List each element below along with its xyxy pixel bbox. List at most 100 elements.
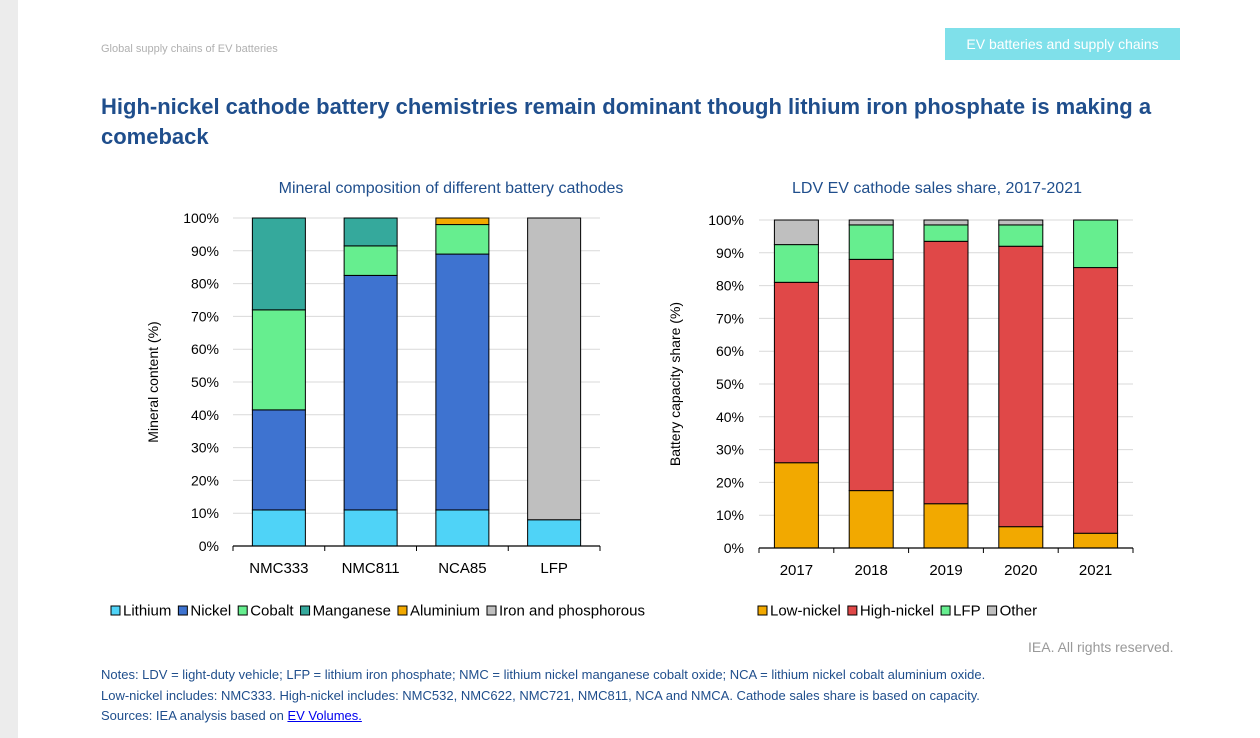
sales-bar-segment [848, 224, 894, 260]
composition-legend-label: Nickel [190, 603, 231, 620]
page-title: High-nickel cathode battery chemistries … [101, 94, 1152, 149]
composition-legend-swatch [486, 605, 497, 616]
sales-chart-title: LDV EV cathode sales share, 2017-2021 [792, 180, 1082, 197]
composition-bar-segment [435, 509, 490, 547]
sales-y-tick-label: 50% [716, 376, 744, 392]
sales-bar-segment [848, 490, 894, 549]
sales-legend-swatch [847, 605, 858, 616]
composition-bar-segment [527, 519, 582, 547]
composition-y-axis-label: Mineral content (%) [145, 321, 161, 442]
chapter-badge[interactable]: EV batteries and supply chains [945, 28, 1180, 60]
composition-y-tick-label: 30% [191, 440, 219, 456]
notes-line-2: Low-nickel includes: NMC333. High-nickel… [101, 687, 980, 703]
sales-legend-label: Low-nickel [770, 603, 841, 620]
composition-bar-segment [435, 217, 490, 226]
sales-x-tick-label: 2017 [780, 562, 813, 579]
sales-bar-segment [773, 281, 819, 464]
composition-legend-swatch [237, 605, 248, 616]
sales-y-axis-label: Battery capacity share (%) [667, 302, 683, 466]
composition-legend-swatch [110, 605, 121, 616]
composition-legend-swatch [177, 605, 188, 616]
composition-x-tick-label: NMC811 [342, 560, 400, 577]
composition-bar-segment [343, 509, 398, 547]
composition-y-tick-label: 10% [191, 505, 219, 521]
sales-y-tick-label: 60% [716, 343, 744, 359]
sales-bar-segment [1073, 219, 1119, 269]
sales-bar-segment [998, 219, 1044, 226]
sales-y-tick-label: 10% [716, 507, 744, 523]
sales-bar-segment [923, 224, 969, 242]
sales-legend-label: High-nickel [860, 603, 934, 620]
composition-legend-label: Manganese [313, 603, 391, 620]
sales-bar-segment [923, 240, 969, 505]
section-label: Global supply chains of EV batteries [101, 43, 278, 55]
sales-y-tick-label: 90% [716, 245, 744, 261]
sales-y-tick-label: 20% [716, 474, 744, 490]
composition-x-tick-label: NCA85 [438, 560, 486, 577]
sales-y-tick-label: 80% [716, 278, 744, 294]
sales-legend-label: Other [1000, 603, 1038, 620]
sales-bar-segment [923, 219, 969, 226]
sales-bar-segment [998, 245, 1044, 528]
composition-y-tick-label: 0% [199, 538, 219, 554]
sales-legend-swatch [987, 605, 998, 616]
composition-bar-segment [251, 509, 306, 547]
ev-volumes-link[interactable]: EV Volumes. [287, 708, 362, 723]
sources-line: Sources: IEA analysis based on EV Volume… [101, 706, 1221, 727]
sales-y-tick-label: 100% [708, 212, 744, 228]
composition-legend-label: Cobalt [250, 603, 294, 620]
composition-bar-segment [343, 245, 398, 276]
sales-x-tick-label: 2020 [1004, 562, 1037, 579]
composition-y-tick-label: 100% [183, 210, 219, 226]
composition-y-tick-label: 70% [191, 308, 219, 324]
copyright-notice: IEA. All rights reserved. [1028, 639, 1174, 655]
composition-y-tick-label: 80% [191, 276, 219, 292]
sales-y-tick-label: 70% [716, 310, 744, 326]
sales-bar-segment [848, 258, 894, 492]
sales-bar-segment [998, 526, 1044, 549]
sales-y-tick-label: 40% [716, 409, 744, 425]
sales-bar-segment [773, 462, 819, 549]
sales-bar-segment [773, 219, 819, 246]
composition-bar-segment [435, 224, 490, 255]
composition-bar-segment [527, 217, 582, 521]
composition-legend-label: Iron and phosphorous [499, 603, 645, 620]
sales-bar-segment [773, 244, 819, 283]
sales-legend-swatch [940, 605, 951, 616]
composition-bar-segment [251, 217, 306, 311]
composition-y-tick-label: 40% [191, 407, 219, 423]
sales-bar-segment [923, 503, 969, 549]
sales-y-tick-label: 30% [716, 442, 744, 458]
notes-line-1: Notes: LDV = light-duty vehicle; LFP = l… [101, 667, 986, 682]
composition-y-tick-label: 90% [191, 243, 219, 259]
composition-bar-segment [343, 274, 398, 511]
composition-bar-segment [435, 253, 490, 511]
sales-legend-swatch [757, 605, 768, 616]
composition-legend-label: Aluminium [410, 603, 480, 620]
sales-bar-segment [848, 219, 894, 226]
composition-chart-title: Mineral composition of different battery… [279, 180, 624, 197]
composition-x-tick-label: LFP [540, 560, 568, 577]
composition-y-tick-label: 50% [191, 374, 219, 390]
sales-x-tick-label: 2018 [855, 562, 888, 579]
composition-y-tick-label: 20% [191, 472, 219, 488]
sales-x-tick-label: 2021 [1079, 562, 1112, 579]
composition-legend-swatch [397, 605, 408, 616]
sales-bar-segment [1073, 267, 1119, 534]
sales-bar-segment [998, 224, 1044, 247]
report-page: Global supply chains of EV batteries EV … [18, 0, 1260, 738]
sales-legend-label: LFP [953, 603, 981, 620]
sources-prefix: Sources: IEA analysis based on [101, 708, 288, 723]
sales-y-tick-label: 0% [724, 540, 744, 556]
composition-bar-segment [343, 217, 398, 247]
sales-x-tick-label: 2019 [929, 562, 962, 579]
composition-bar-segment [251, 409, 306, 511]
notes-block: Notes: LDV = light-duty vehicle; LFP = l… [101, 665, 1221, 727]
composition-bar-segment [251, 309, 306, 411]
composition-legend-label: Lithium [123, 603, 171, 620]
composition-y-tick-label: 60% [191, 341, 219, 357]
sales-bar-segment [1073, 532, 1119, 549]
composition-legend-swatch [300, 605, 311, 616]
composition-x-tick-label: NMC333 [249, 560, 308, 577]
